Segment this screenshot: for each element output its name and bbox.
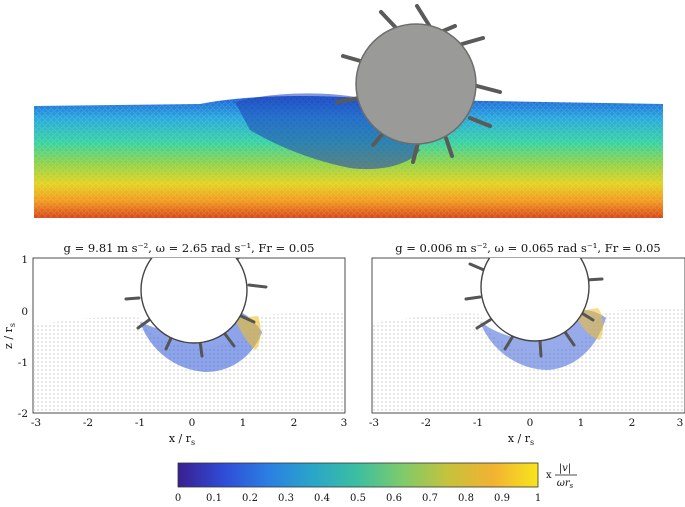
colorbar-label-prefix: x (546, 470, 552, 481)
colorbar-tick: 0.9 (494, 493, 510, 504)
panel-right-title: g = 0.006 m s⁻², ω = 0.065 rad s⁻¹, Fr =… (395, 241, 661, 255)
colorbar-tick: 0.5 (350, 493, 366, 504)
panel-left-ylabel: z / rs (2, 323, 17, 349)
x-tick: 1 (578, 417, 585, 429)
panel-left-xticks: -3 -2 -1 0 1 2 3 (31, 417, 347, 429)
colorbar-tick: 0.2 (242, 493, 258, 504)
y-tick: 0 (21, 306, 28, 318)
y-tick: -2 (18, 408, 28, 420)
top-render (34, 4, 663, 218)
colorbar-tick: 0.8 (458, 493, 474, 504)
colorbar-tick: 0.1 (206, 493, 222, 504)
x-tick: 1 (240, 417, 247, 429)
wheel (355, 23, 477, 145)
panel-left-yticks: 1 0 -1 -2 (18, 254, 28, 420)
x-tick: 2 (629, 417, 636, 429)
colorbar-gradient (177, 462, 539, 488)
y-tick: -1 (18, 357, 28, 369)
colorbar-tick: 0.4 (314, 493, 330, 504)
colorbar-tick: 0.7 (422, 493, 438, 504)
panel-left-wheel (140, 258, 248, 344)
colorbar-ticks: 0 0.1 0.2 0.3 0.4 0.5 0.6 0.7 0.8 0.9 1 (175, 493, 541, 504)
x-tick: 0 (189, 417, 196, 429)
panel-left-fast-region (234, 316, 261, 350)
panel-left: g = 9.81 m s⁻², ω = 2.65 rad s⁻¹, Fr = 0… (2, 241, 347, 447)
colorbar-tick: 0.3 (278, 493, 294, 504)
colorbar: 0 0.1 0.2 0.3 0.4 0.5 0.6 0.7 0.8 0.9 1 … (175, 462, 577, 504)
y-tick: 1 (21, 254, 28, 266)
x-tick: 3 (341, 417, 348, 429)
x-tick: 0 (527, 417, 534, 429)
x-tick: 3 (677, 417, 684, 429)
x-tick: -2 (83, 417, 93, 429)
panel-right-wheel-grousers (464, 262, 604, 358)
colorbar-tick: 0 (175, 493, 181, 504)
panel-left-xlabel: x / rs (169, 432, 195, 447)
colorbar-label-numerator: |v| (559, 463, 571, 474)
x-tick: -1 (473, 417, 483, 429)
panel-right-xlabel: x / rs (508, 432, 534, 447)
panel-left-wheel-grousers (124, 258, 268, 358)
panel-right: g = 0.006 m s⁻², ω = 0.065 rad s⁻¹, Fr =… (369, 241, 685, 447)
colorbar-tick: 0.6 (386, 493, 402, 504)
x-tick: -3 (31, 417, 41, 429)
x-tick: 2 (291, 417, 298, 429)
panel-left-title: g = 9.81 m s⁻², ω = 2.65 rad s⁻¹, Fr = 0… (64, 241, 315, 255)
x-tick: -1 (135, 417, 145, 429)
colorbar-label: x |v| ωrs (546, 463, 577, 490)
x-tick: -2 (421, 417, 431, 429)
colorbar-tick: 1 (535, 493, 541, 504)
colorbar-label-denominator: ωrs (557, 478, 574, 490)
panel-right-wheel (480, 258, 590, 342)
x-tick: -3 (369, 417, 379, 429)
panel-right-xticks: -3 -2 -1 0 1 2 3 (369, 417, 683, 429)
